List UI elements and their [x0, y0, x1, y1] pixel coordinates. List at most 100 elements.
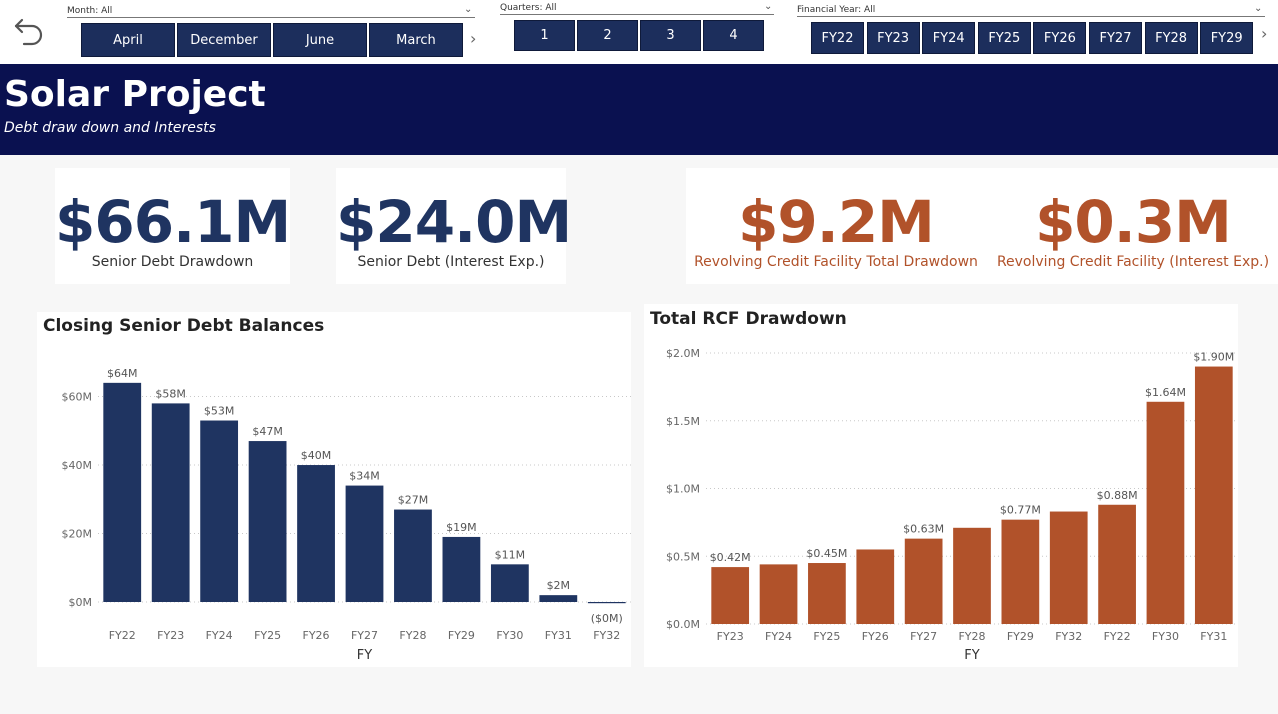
quarter-pill-3[interactable]: 3 — [640, 20, 701, 51]
y-tick-label: $0.0M — [666, 618, 700, 631]
x-tick-label: FY31 — [545, 629, 572, 642]
rcf-chart-title: Total RCF Drawdown — [650, 309, 847, 329]
x-tick-label: FY26 — [303, 629, 330, 642]
quarter-pill-4[interactable]: 4 — [703, 20, 764, 51]
fy-slicer-title: Financial Year: All — [797, 5, 876, 15]
bar — [345, 485, 384, 602]
chevron-down-icon[interactable]: ⌄ — [464, 4, 473, 15]
data-label: $0.45M — [806, 547, 847, 560]
fy-pill-fy25[interactable]: FY25 — [977, 22, 1031, 54]
x-tick-label: FY23 — [717, 630, 744, 643]
x-tick-label: FY27 — [910, 630, 937, 643]
chevron-down-icon[interactable]: ⌄ — [764, 1, 773, 12]
fy-pill-fy23[interactable]: FY23 — [866, 22, 920, 54]
x-tick-label: FY31 — [1200, 630, 1227, 643]
x-tick-label: FY24 — [765, 630, 792, 643]
fy-pill-fy27[interactable]: FY27 — [1089, 22, 1142, 54]
bar — [442, 536, 481, 602]
bar — [587, 602, 626, 604]
x-tick-label: FY30 — [1152, 630, 1179, 643]
bar — [808, 563, 846, 624]
data-label: $58M — [155, 387, 186, 400]
month-pill-march[interactable]: March — [369, 23, 463, 57]
data-label: $1.90M — [1193, 351, 1234, 364]
kpi-value: $66.1M — [55, 188, 291, 256]
data-label: $47M — [252, 425, 283, 438]
data-label: $34M — [349, 470, 380, 483]
fy-pill-fy28[interactable]: FY28 — [1144, 22, 1198, 54]
bar — [904, 538, 943, 624]
senior-debt-chart-title: Closing Senior Debt Balances — [43, 316, 325, 336]
kpi-label: Senior Debt (Interest Exp.) — [357, 254, 545, 270]
fy-pill-fy24[interactable]: FY24 — [922, 22, 976, 54]
x-tick-label: FY28 — [958, 630, 985, 643]
x-tick-label: FY28 — [399, 629, 426, 642]
data-label: $64M — [107, 367, 137, 380]
quarters-slicer-title: Quarters: All — [500, 3, 557, 13]
kpi-label: Revolving Credit Facility (Interest Exp.… — [996, 254, 1270, 270]
data-label: $53M — [204, 405, 235, 418]
kpi-card-rcf-drawdown: $9.2M Revolving Credit Facility Total Dr… — [690, 188, 982, 270]
senior-debt-chart: $0M $20M $40M $60M $64M FY22 $58M FY23 $53M FY24 $… — [62, 367, 631, 663]
bar — [856, 549, 895, 624]
fy-pill-fy22[interactable]: FY22 — [811, 22, 864, 54]
data-label: $0.77M — [1000, 504, 1041, 517]
bar — [1146, 401, 1185, 624]
y-tick-label: $1.5M — [666, 415, 700, 428]
page-header — [0, 64, 1278, 155]
x-tick-label: FY24 — [206, 629, 233, 642]
bar — [394, 509, 432, 602]
x-tick-label: FY32 — [1055, 630, 1082, 643]
kpi-value: $0.3M — [1035, 188, 1232, 256]
fy-slicer-underline — [797, 16, 1265, 17]
data-label: ($0M) — [591, 612, 623, 625]
back-arrow-icon[interactable] — [12, 14, 46, 48]
quarter-pill-2[interactable]: 2 — [577, 20, 638, 51]
quarter-pill-1[interactable]: 1 — [514, 20, 575, 51]
y-tick-label: $20M — [62, 528, 93, 541]
quarters-slicer-underline — [500, 14, 774, 15]
kpi-card-senior-debt-drawdown: $66.1M Senior Debt Drawdown — [55, 168, 291, 284]
bar — [200, 420, 239, 602]
chevron-right-icon[interactable]: › — [1261, 24, 1268, 43]
y-tick-label: $60M — [62, 391, 93, 404]
chevron-right-icon[interactable]: › — [470, 29, 477, 48]
page-subtitle: Debt draw down and Interests — [4, 120, 216, 136]
data-label: $0.88M — [1097, 489, 1138, 502]
x-axis-title: FY — [357, 648, 372, 663]
data-label: $27M — [398, 494, 429, 507]
y-tick-label: $1.0M — [666, 483, 700, 496]
data-label: $0.63M — [903, 523, 944, 536]
bar — [1049, 511, 1088, 624]
bar — [711, 567, 750, 624]
x-tick-label: FY25 — [813, 630, 840, 643]
kpi-label: Revolving Credit Facility Total Drawdown — [694, 254, 978, 270]
month-pill-june[interactable]: June — [273, 23, 367, 57]
month-pill-december[interactable]: December — [177, 23, 271, 57]
bar — [297, 465, 335, 602]
bar — [953, 527, 991, 624]
bar — [759, 564, 798, 624]
x-tick-label: FY30 — [496, 629, 523, 642]
y-tick-label: $0.5M — [666, 550, 700, 563]
x-tick-label: FY29 — [1007, 630, 1034, 643]
x-tick-label: FY32 — [593, 629, 620, 642]
kpi-card-rcf-interest: $0.3M Revolving Credit Facility (Interes… — [992, 188, 1274, 270]
bar — [103, 382, 142, 602]
data-label: $19M — [446, 521, 477, 534]
bar — [248, 441, 287, 602]
chevron-down-icon[interactable]: ⌄ — [1254, 3, 1263, 14]
x-axis-title: FY — [964, 648, 979, 663]
fy-pill-fy26[interactable]: FY26 — [1033, 22, 1087, 54]
bar — [490, 564, 529, 602]
kpi-value: $9.2M — [738, 188, 935, 256]
month-pill-april[interactable]: April — [81, 23, 175, 57]
x-tick-label: FY23 — [157, 629, 184, 642]
kpi-value: $24.0M — [336, 188, 572, 256]
x-tick-label: FY25 — [254, 629, 281, 642]
fy-pill-fy29[interactable]: FY29 — [1200, 22, 1254, 54]
data-label: $2M — [547, 579, 571, 592]
x-tick-label: FY26 — [862, 630, 889, 643]
x-tick-label: FY29 — [448, 629, 475, 642]
page-title: Solar Project — [4, 74, 266, 115]
